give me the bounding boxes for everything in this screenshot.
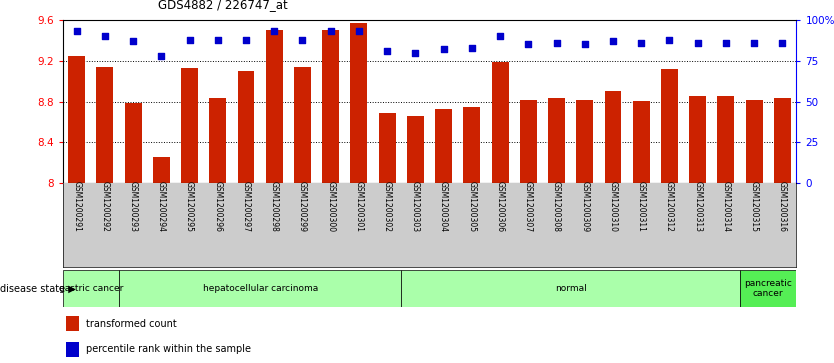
Point — [691, 40, 705, 46]
Point — [465, 45, 479, 51]
Bar — [605, 91, 621, 183]
Point — [296, 37, 309, 42]
Bar — [66, 342, 79, 357]
Point — [578, 42, 591, 48]
Text: pancreatic
cancer: pancreatic cancer — [744, 279, 792, 298]
Point — [380, 48, 394, 54]
Bar — [124, 103, 142, 183]
Bar — [294, 67, 311, 183]
Text: GDS4882 / 226747_at: GDS4882 / 226747_at — [158, 0, 288, 11]
Text: hepatocellular carcinoma: hepatocellular carcinoma — [203, 284, 318, 293]
Bar — [68, 56, 85, 183]
Bar — [717, 95, 735, 183]
Text: gastric cancer: gastric cancer — [58, 284, 123, 293]
Text: transformed count: transformed count — [86, 319, 177, 329]
Bar — [464, 107, 480, 183]
Bar — [491, 62, 509, 183]
Point — [747, 40, 761, 46]
Text: percentile rank within the sample: percentile rank within the sample — [86, 344, 251, 354]
Point — [352, 29, 365, 34]
Point — [776, 40, 789, 46]
Bar — [153, 157, 170, 183]
Point — [550, 40, 563, 46]
Point — [98, 33, 112, 39]
Bar — [548, 98, 565, 183]
Bar — [66, 316, 79, 331]
Bar — [181, 68, 198, 183]
Bar — [322, 30, 339, 183]
Bar — [689, 95, 706, 183]
Bar — [520, 99, 537, 183]
Bar — [97, 67, 113, 183]
Bar — [435, 109, 452, 183]
FancyBboxPatch shape — [119, 270, 401, 307]
Point — [437, 46, 450, 52]
FancyBboxPatch shape — [401, 270, 740, 307]
Point — [154, 53, 168, 59]
Point — [70, 29, 83, 34]
Point — [521, 42, 535, 48]
Bar — [266, 30, 283, 183]
Point — [239, 37, 253, 42]
FancyBboxPatch shape — [740, 270, 796, 307]
Bar — [633, 101, 650, 183]
Point — [606, 38, 620, 44]
Point — [268, 29, 281, 34]
Bar — [407, 116, 424, 183]
Point — [211, 37, 224, 42]
Point — [127, 38, 140, 44]
Point — [494, 33, 507, 39]
Bar — [209, 98, 226, 183]
Point — [324, 29, 338, 34]
Point — [409, 50, 422, 56]
Bar — [661, 69, 678, 183]
Point — [719, 40, 732, 46]
Text: disease state ▶: disease state ▶ — [0, 284, 76, 294]
Bar — [576, 99, 593, 183]
Point — [635, 40, 648, 46]
Bar — [379, 113, 395, 183]
FancyBboxPatch shape — [63, 270, 119, 307]
Point — [663, 37, 676, 42]
Bar — [350, 23, 368, 183]
Point — [183, 37, 196, 42]
Bar — [774, 98, 791, 183]
Text: normal: normal — [555, 284, 586, 293]
Bar — [238, 71, 254, 183]
Bar — [746, 99, 762, 183]
